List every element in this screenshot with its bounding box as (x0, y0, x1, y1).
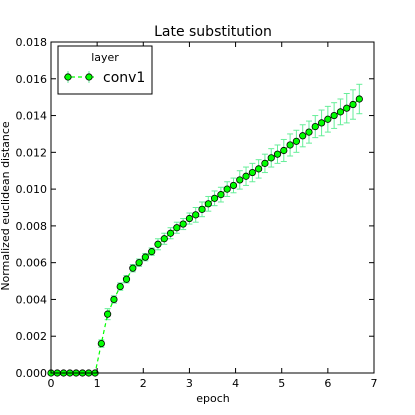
data-point (236, 176, 244, 184)
legend-marker-conv1 (64, 71, 94, 83)
data-point (255, 165, 263, 173)
data-point (179, 220, 187, 228)
data-point (349, 100, 357, 109)
x-tick-label: 4 (232, 377, 239, 390)
y-tick-label: 0.006 (16, 257, 48, 270)
data-point (317, 119, 326, 127)
data-point (129, 264, 137, 272)
data-point (154, 240, 162, 248)
data-point (311, 122, 319, 131)
legend-point-sample (64, 73, 72, 81)
x-tick-label: 7 (371, 377, 378, 390)
data-point (217, 191, 225, 199)
data-point (223, 185, 231, 193)
data-point (110, 295, 118, 304)
data-point (273, 150, 282, 158)
x-tick-label: 2 (140, 377, 147, 390)
data-point (210, 194, 219, 202)
data-point (248, 168, 256, 177)
data-point (299, 132, 307, 140)
x-tick-label: 1 (94, 377, 101, 390)
data-point (286, 141, 294, 149)
y-tick-label: 0.008 (16, 220, 48, 233)
x-axis-label: epoch (196, 392, 230, 405)
data-point (122, 275, 131, 283)
data-point (261, 159, 269, 167)
y-tick-label: 0.000 (16, 367, 48, 380)
data-point (173, 224, 181, 232)
data-point (185, 214, 194, 223)
data-point (135, 259, 143, 267)
axes: 0 1 2 3 4 5 6 7 0.000 0.002 0.004 0.006 0.008 0.010 0.… (16, 36, 378, 390)
data-point (292, 137, 300, 145)
chart-title: Late substitution (154, 24, 272, 40)
data-point (160, 235, 168, 243)
data-point (324, 115, 332, 123)
data-point (104, 310, 112, 318)
y-tick-label: 0.010 (16, 183, 48, 196)
data-point (229, 181, 238, 190)
x-tick-label: 0 (48, 377, 55, 390)
y-tick-label: 0.014 (16, 110, 48, 123)
data-point (192, 211, 200, 219)
y-axis-label: Normalized euclidean distance (0, 121, 12, 291)
x-tick-label: 5 (278, 377, 285, 390)
y-tick-label: 0.012 (16, 146, 48, 159)
legend: layer conv1 (57, 45, 153, 95)
data-point (204, 200, 212, 208)
data-point (343, 104, 351, 112)
data-point (355, 95, 363, 103)
data-point (305, 128, 313, 136)
legend-title: layer (91, 51, 119, 64)
data-point (141, 253, 149, 261)
data-point (242, 172, 250, 180)
y-tick-label: 0.016 (16, 73, 48, 86)
legend-point-sample (85, 73, 93, 81)
data-point (97, 339, 105, 348)
legend-frame (57, 45, 153, 95)
y-tick-label: 0.002 (16, 330, 48, 343)
data-point (267, 154, 275, 162)
y-tick-label: 0.018 (16, 36, 48, 49)
data-point (148, 248, 156, 256)
axes-frame (50, 41, 375, 374)
data-point (116, 282, 124, 291)
legend-label-conv1: conv1 (103, 70, 145, 86)
x-tick-label: 6 (324, 377, 331, 390)
y-tick-label: 0.004 (16, 293, 48, 306)
data-point (280, 146, 288, 155)
data-point (198, 205, 206, 213)
data-point (330, 111, 338, 120)
data-point (336, 108, 345, 116)
x-tick-label: 3 (186, 377, 193, 390)
data-point (166, 229, 175, 237)
